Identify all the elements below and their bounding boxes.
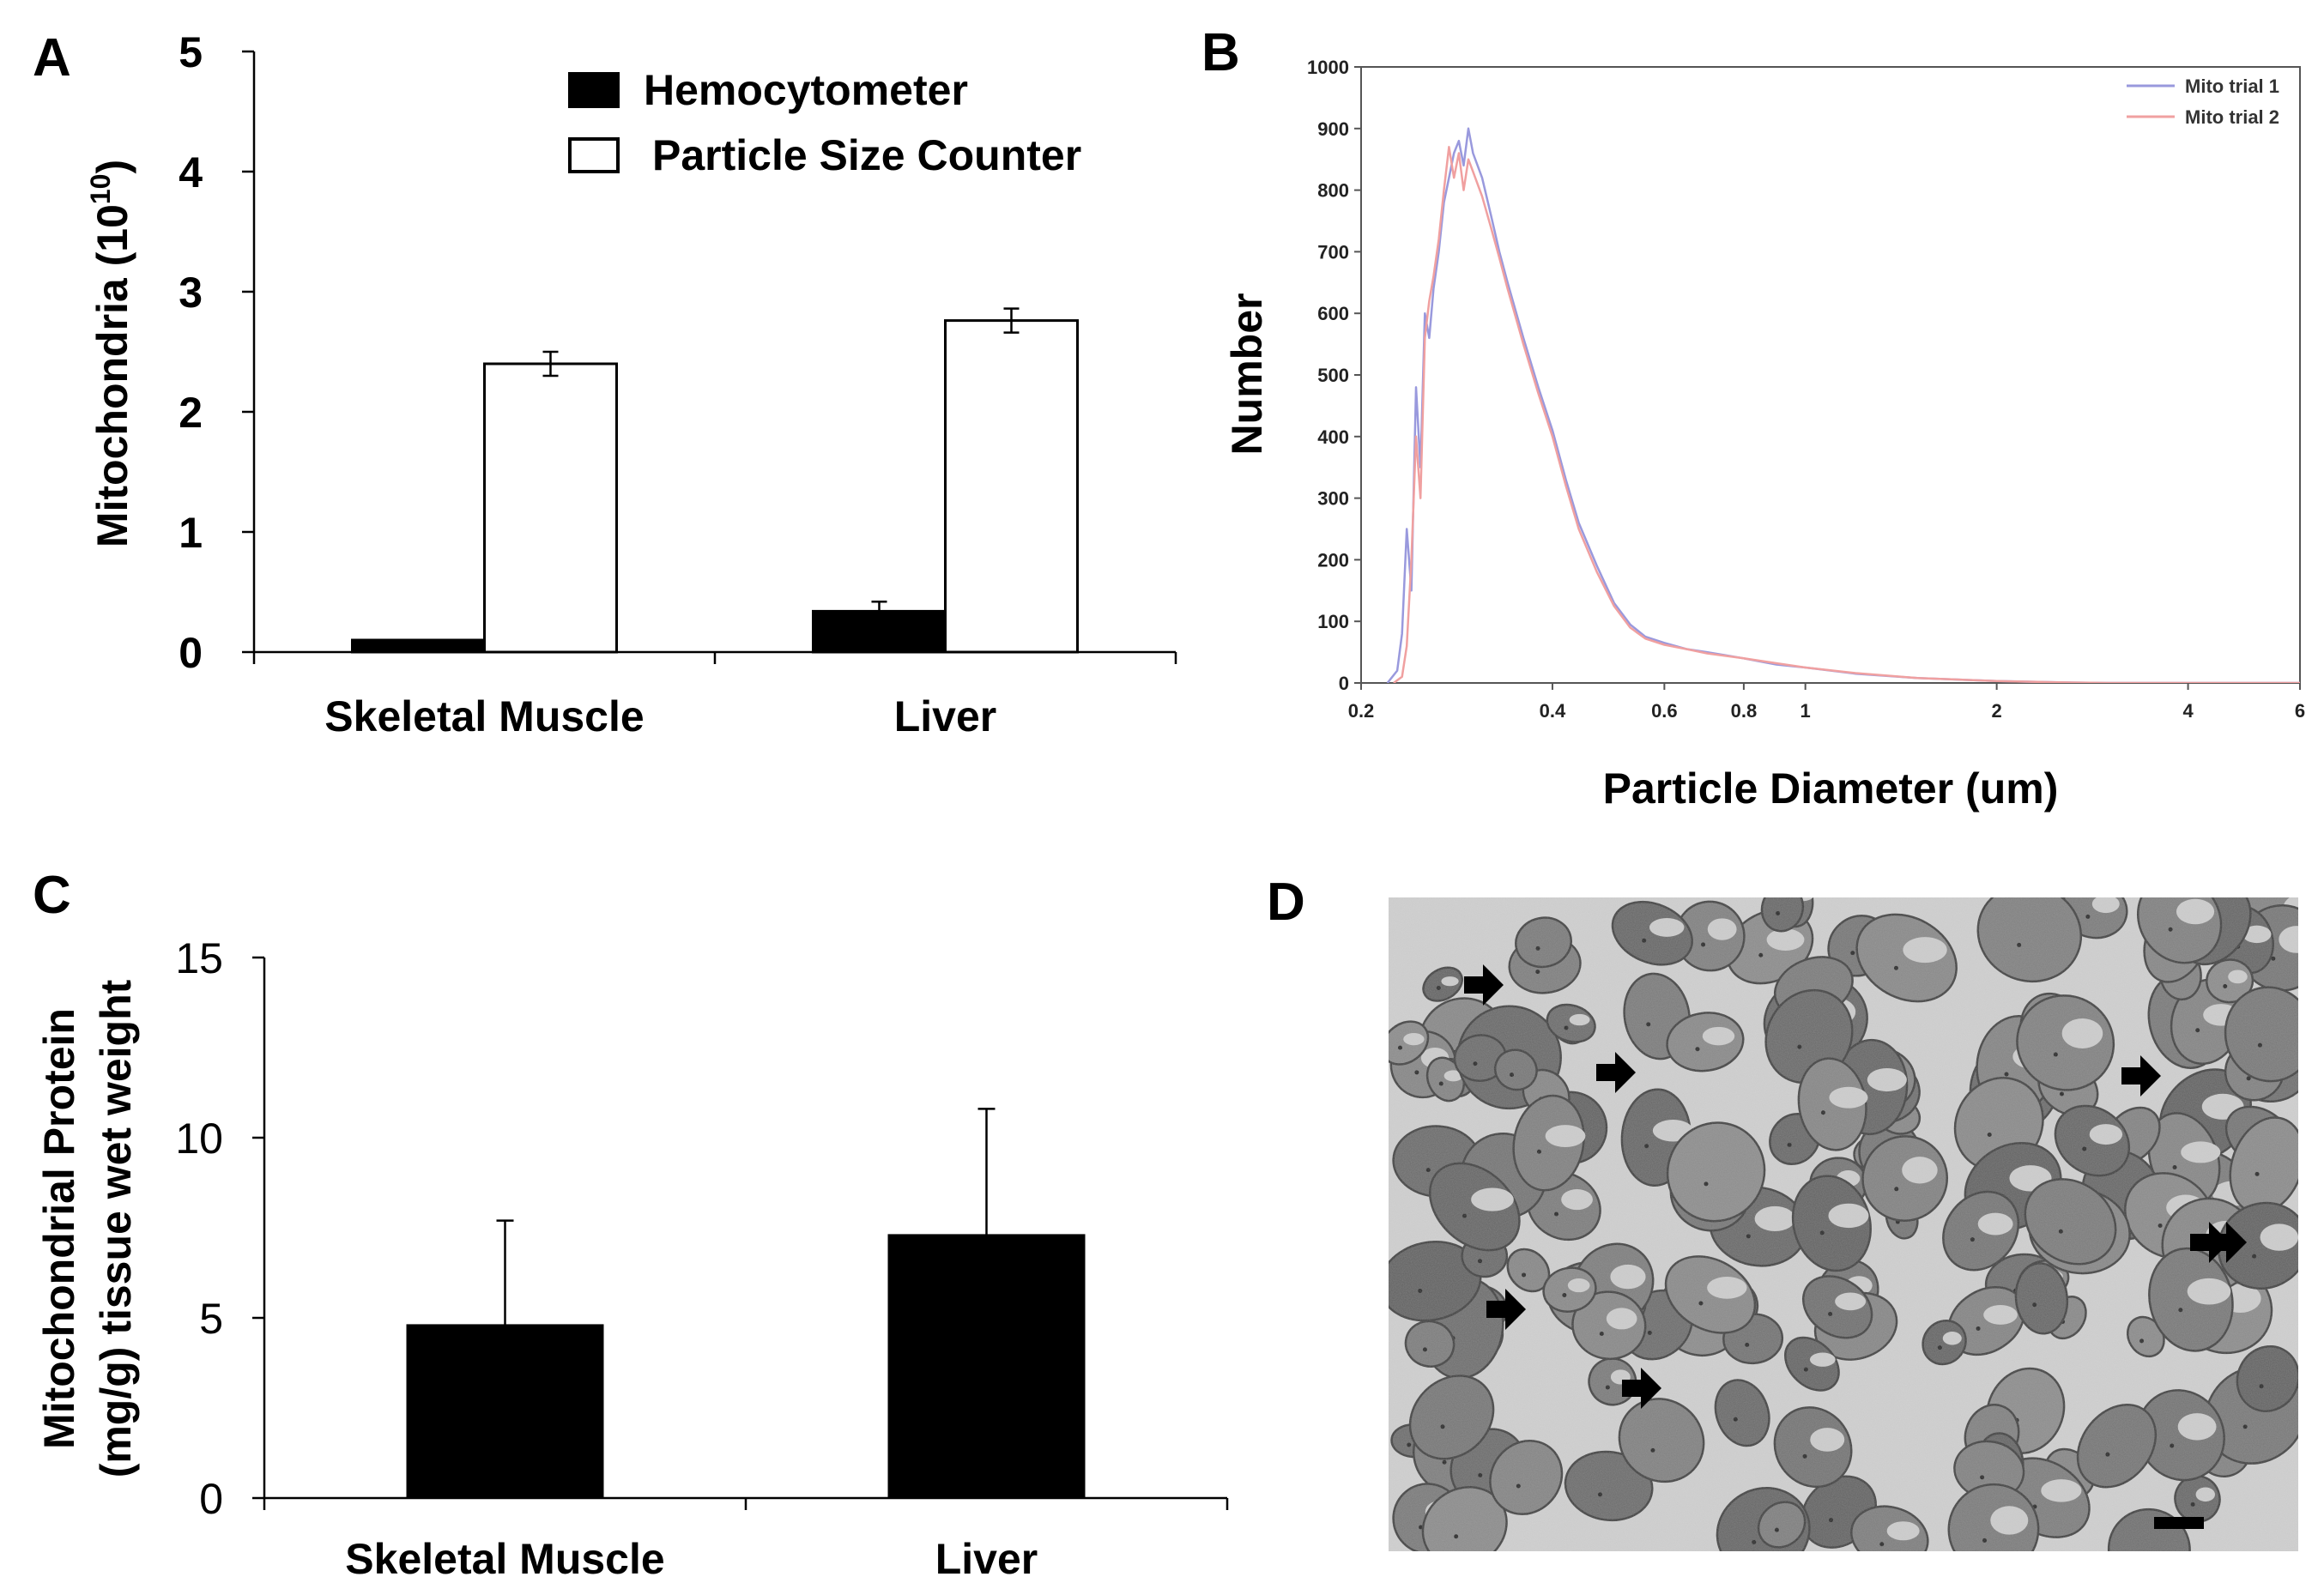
panel-a-x-tick-label: Liver: [894, 692, 997, 740]
panel-a-bar: [351, 638, 486, 654]
panel-b-x-tick-label: 0.2: [1348, 700, 1375, 722]
arrow-icon: [1486, 1289, 1526, 1330]
panel-b-x-tick-label: 2: [1992, 700, 2002, 722]
panel-a-legend-label: Particle Size Counter: [652, 131, 1081, 179]
panel-c-y-tick-label: 15: [175, 934, 223, 982]
panel-a-legend-label: Hemocytometer: [644, 66, 968, 114]
arrow-icon: [1464, 964, 1504, 1006]
panel-b-plot-frame: [1360, 66, 2301, 684]
panel-c-bar-chart: 0 5 10 15 Skeletal Muscle Liver Mitochondria…: [35, 934, 1229, 1583]
arrow-icon: [2207, 1222, 2247, 1263]
panel-c-y-tick-label: 0: [199, 1475, 223, 1523]
panel-b-y-tick-label: 100: [1317, 611, 1349, 632]
panel-b-legend-label: Mito trial 1: [2185, 76, 2279, 97]
arrow-icon: [1596, 1052, 1636, 1093]
panel-a-y-tick-label: 0: [179, 629, 203, 677]
panel-label-a: A: [33, 28, 71, 88]
panel-b-x-tick-label: 1: [1800, 700, 1811, 722]
panel-b-y-tick-label: 300: [1317, 488, 1349, 510]
scale-bar: [2154, 1517, 2204, 1529]
panel-label-b: B: [1201, 23, 1240, 82]
panel-b-line-chart: 0 100 200 300 400 500 600 700 800 900 1000 0.2 0.4 0…: [1223, 57, 2305, 813]
panel-a-y-tick-label: 1: [179, 509, 203, 557]
panel-b-y-tick-label: 600: [1317, 303, 1349, 324]
panel-b-y-tick-label: 700: [1317, 241, 1349, 263]
panel-d-electron-micrograph: [1389, 897, 2298, 1562]
panel-b-series-line: [1393, 146, 2300, 683]
panel-c-x-tick-label: Liver: [935, 1535, 1038, 1583]
panel-c-bar: [887, 1234, 1086, 1500]
panel-a-legend-swatch: [568, 137, 620, 173]
panel-c-x-tick-label: Skeletal Muscle: [345, 1535, 664, 1583]
panel-a-bar: [944, 319, 1079, 654]
panel-b-x-axis-label: Particle Diameter (um): [1603, 764, 2059, 813]
arrow-icon: [2121, 1055, 2161, 1097]
panel-a-y-tick-label: 4: [179, 148, 203, 196]
panel-b-y-tick-label: 500: [1317, 365, 1349, 386]
panel-b-y-tick-label: 900: [1317, 118, 1349, 140]
panel-a-y-tick-label: 2: [179, 389, 203, 437]
panel-a-y-axis-label: Mitochondria (1010): [85, 160, 136, 547]
panel-b-y-tick-label: 400: [1317, 426, 1349, 448]
panel-a-bar: [483, 362, 618, 654]
panel-c-y-tick-label: 5: [199, 1295, 223, 1343]
panel-b-x-tick-label: 0.4: [1540, 700, 1566, 722]
panel-label-c: C: [33, 866, 71, 925]
panel-b-y-tick-label: 200: [1317, 549, 1349, 571]
arrow-icon: [1622, 1368, 1661, 1409]
panel-b-y-axis-label: Number: [1223, 293, 1271, 456]
panel-a-bar-chart: 0 1 2 3 4 5 Skeletal Muscle Liver Hemocytomete…: [85, 28, 1177, 740]
panel-b-y-tick-label: 1000: [1307, 57, 1349, 78]
panel-c-y-axis-label-line2: (mg/g) tissue wet weight: [92, 979, 140, 1477]
panel-a-y-tick-label: 3: [179, 269, 203, 317]
panel-a-x-tick-label: Skeletal Muscle: [324, 692, 644, 740]
panel-b-x-tick-label: 0.8: [1731, 700, 1758, 722]
panel-a-legend-swatch: [568, 72, 620, 108]
matrix-granule: [2139, 1557, 2143, 1562]
panel-b-x-tick-label: 6: [2295, 700, 2305, 722]
panel-c-y-tick-label: 10: [175, 1115, 223, 1163]
panel-b-x-tick-label: 4: [2182, 700, 2194, 722]
panel-c-y-axis-label-line1: Mitochondrial Protein: [35, 1008, 83, 1449]
panel-a-y-tick-label: 5: [179, 28, 203, 76]
panel-c-bar: [406, 1324, 604, 1500]
panel-b-y-tick-label: 800: [1317, 180, 1349, 202]
panel-label-d: D: [1267, 873, 1305, 932]
panel-b-x-tick-label: 0.6: [1651, 700, 1678, 722]
panel-b-y-tick-label: 0: [1339, 673, 1349, 694]
panel-b-legend-label: Mito trial 2: [2185, 106, 2279, 128]
